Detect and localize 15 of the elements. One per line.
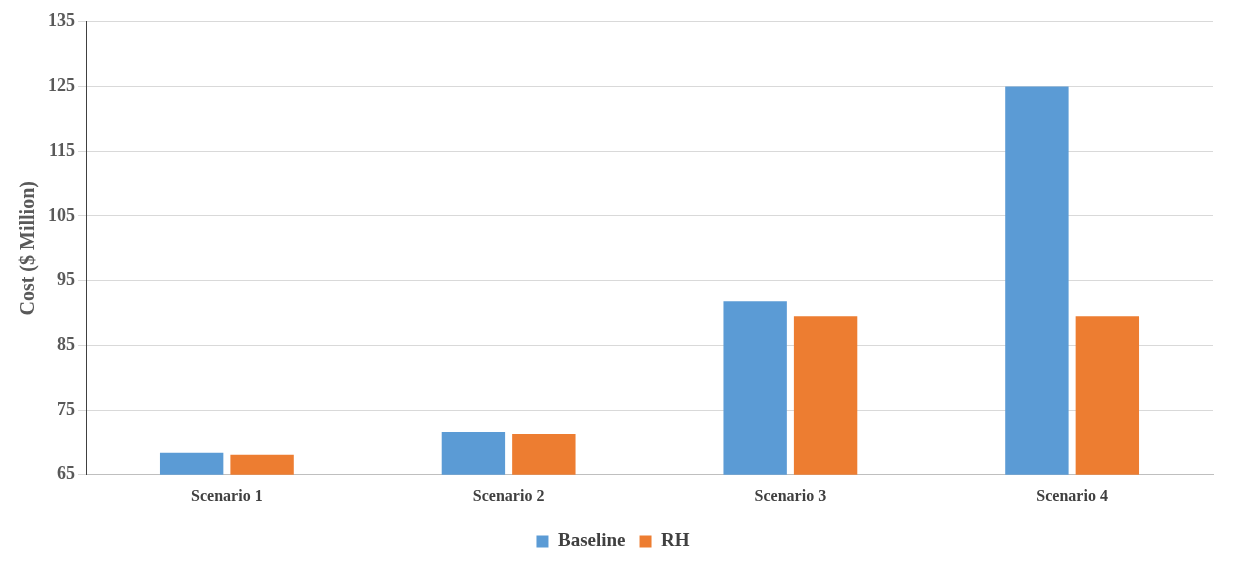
- legend-label: RH: [661, 529, 690, 551]
- y-tick-label: 95: [57, 269, 75, 290]
- y-tick-label: 65: [57, 463, 75, 484]
- legend-label: Baseline: [557, 529, 626, 551]
- x-tick-label: Scenario 2: [472, 486, 545, 504]
- y-axis-title: Cost ($ Million): [16, 181, 40, 316]
- y-tick-label: 105: [48, 204, 75, 225]
- y-tick-label: 85: [57, 334, 75, 355]
- y-tick-label: 75: [57, 398, 75, 419]
- x-tick-label: Scenario 1: [191, 486, 263, 504]
- y-tick-label: 135: [48, 10, 75, 31]
- y-tick-label: 115: [48, 139, 75, 160]
- x-tick-label: Scenario 4: [1036, 486, 1108, 504]
- y-tick-label: 125: [48, 75, 75, 96]
- x-tick-label: Scenario 3: [754, 486, 827, 504]
